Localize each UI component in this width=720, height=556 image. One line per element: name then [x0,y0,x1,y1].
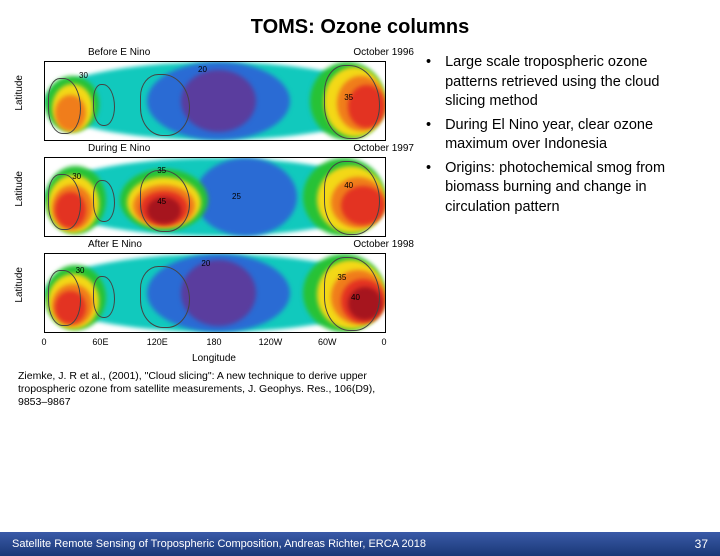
contour-label: 35 [344,93,353,102]
y-axis-label: Latitude [14,267,25,303]
x-tick-group: 0 60E 120E 180 120W 60W 0 [44,337,384,351]
panel-label-right: October 1997 [353,143,414,154]
bullet-item: During El Nino year, clear ozone maximum… [420,116,700,155]
panel-label-right: October 1998 [353,239,414,250]
contour-label: 45 [157,197,166,206]
contour-label: 30 [72,172,81,181]
x-tick: 120W [259,337,283,347]
panel-label-right: October 1996 [353,47,414,58]
bullet-item: Large scale tropospheric ozone patterns … [420,53,700,112]
contour-label: 35 [157,166,166,175]
contour-label: 30 [79,71,88,80]
map-panel: After E NinoOctober 1998Latitude30203540… [44,241,420,333]
contour-label: 30 [76,266,85,275]
contour-label: 40 [351,293,360,302]
x-tick: 60E [92,337,108,347]
panel-label-left: After E Nino [88,239,142,250]
panel-label-left: During E Nino [88,143,150,154]
x-tick: 0 [381,337,386,347]
panel-label-left: Before E Nino [88,47,150,58]
map-panel: During E NinoOctober 1997Latitude3035452… [44,145,420,237]
map-plot: 303545254010N5NEQU5S10S [44,157,386,237]
bullet-panel: Large scale tropospheric ozone patterns … [420,49,700,409]
y-axis-label: Latitude [14,75,25,111]
page-number: 37 [695,537,708,551]
x-tick: 0 [41,337,46,347]
contour-label: 20 [198,65,207,74]
y-axis-label: Latitude [14,171,25,207]
map-plot: 30203510N5NEQU5S10S [44,61,386,141]
footer-bar: Satellite Remote Sensing of Tropospheric… [0,532,720,556]
bullet-item: Origins: photochemical smog from biomass… [420,159,700,218]
x-axis-label: Longitude [44,353,384,364]
contour-label: 35 [337,273,346,282]
contour-label: 20 [201,259,210,268]
content-area: Before E Nino October 1996 Latitude 30 20 35 1… [0,49,720,409]
x-tick: 180 [206,337,221,347]
contour-label: 25 [232,192,241,201]
map-plot: 3020354010N5NEQU5S10S [44,253,386,333]
page-title: TOMS: Ozone columns [0,16,720,39]
figure-container: Before E Nino October 1996 Latitude 30 20 35 1… [10,49,420,409]
contour-label: 40 [344,181,353,190]
map-panel: Before E NinoOctober 1996Latitude3020351… [44,49,420,141]
x-tick: 60W [318,337,337,347]
x-tick: 120E [147,337,168,347]
citation-text: Ziemke, J. R et al., (2001), "Cloud slic… [18,370,378,409]
